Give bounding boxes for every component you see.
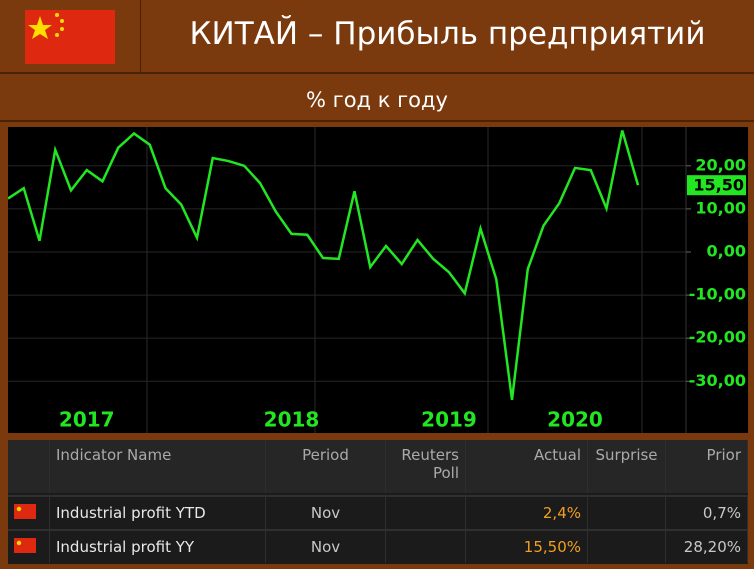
x-tick-label: 2020 (547, 408, 603, 432)
table-cell: Industrial profit YTD (50, 495, 266, 529)
current-value-box (687, 175, 746, 196)
header-cell (8, 440, 50, 493)
flag (25, 10, 115, 64)
column-header: Prior (666, 440, 748, 493)
table-cell (588, 495, 666, 529)
header: КИТАЙ – Прибыль предприятий (0, 0, 754, 74)
flag-icon (14, 504, 36, 519)
title: КИТАЙ – Прибыль предприятий (189, 16, 706, 52)
table-cell: 2,4% (466, 495, 588, 529)
y-tick-label: -30,00 (689, 371, 746, 390)
current-value-label: 15,50 (693, 176, 744, 195)
data-line (8, 130, 640, 400)
table: Indicator Name Period Reuters Poll Actual Su… (8, 440, 748, 564)
subtitle: % год к году (0, 76, 754, 122)
table-cell: Industrial profit YY (50, 529, 266, 563)
y-tick-label: -10,00 (689, 285, 746, 304)
column-header: Indicator Name (50, 440, 266, 493)
x-tick-label: 2017 (59, 408, 115, 432)
table-cell: 28,20% (666, 529, 748, 563)
table-cell: Nov (266, 529, 386, 563)
table-cell (386, 495, 466, 529)
table-cell: Nov (266, 495, 386, 529)
table-cell: 15,50% (466, 529, 588, 563)
table-cell (386, 529, 466, 563)
row-flag (8, 529, 50, 563)
column-header: Surprise (588, 440, 666, 493)
y-tick-label: -20,00 (689, 328, 746, 347)
row-flag (8, 495, 50, 529)
y-tick-label: 20,00 (695, 155, 746, 174)
column-header: Actual (466, 440, 588, 493)
x-tick-label: 2019 (421, 408, 477, 432)
y-tick-label: 10,00 (695, 198, 746, 217)
table-cell (588, 529, 666, 563)
column-header: Period (266, 440, 386, 493)
chart: 20,00 10,00 0,00 -10,00 -20,00 -30,00 2017 2018… (8, 127, 748, 433)
table-cell: 0,7% (666, 495, 748, 529)
column-header: Reuters Poll (386, 440, 466, 493)
flag-icon (14, 538, 36, 553)
y-tick-label: 0,00 (707, 241, 746, 260)
x-tick-label: 2018 (264, 408, 320, 432)
